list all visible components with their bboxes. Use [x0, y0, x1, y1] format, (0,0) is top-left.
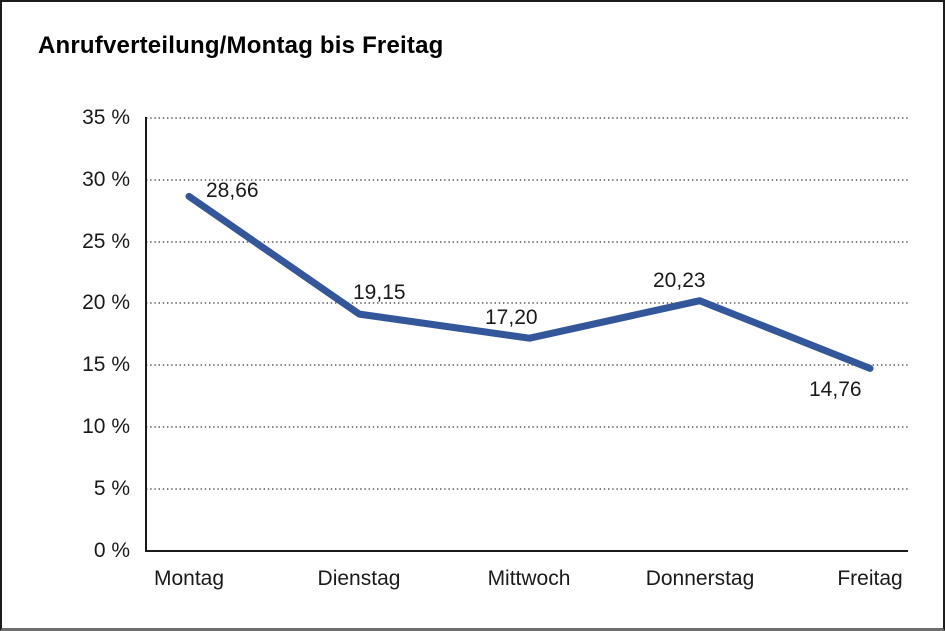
- chart-title: Anrufverteilung/Montag bis Freitag: [38, 32, 444, 59]
- y-tick-label: 5 %: [93, 477, 130, 500]
- data-label-freitag: 14,76: [809, 378, 862, 401]
- y-tick-label: 30 %: [82, 168, 130, 191]
- y-tick-label: 35 %: [82, 106, 130, 129]
- x-tick-label-freitag: Freitag: [837, 567, 903, 590]
- data-line: [185, 192, 874, 372]
- y-tick-label: 10 %: [82, 415, 130, 438]
- x-tick-label-dienstag: Dienstag: [317, 567, 401, 590]
- y-tick-label: 15 %: [82, 353, 130, 376]
- y-tick-label: 20 %: [82, 291, 130, 314]
- data-label-dienstag: 19,15: [353, 281, 406, 304]
- data-label-donnerstag: 20,23: [653, 269, 706, 292]
- x-tick-label-mittwoch: Mittwoch: [487, 567, 571, 590]
- gridlines: [146, 117, 908, 490]
- x-tick-label-donnerstag: Donnerstag: [645, 567, 755, 590]
- data-label-montag: 28,66: [206, 179, 259, 202]
- x-tick-label-montag: Montag: [153, 567, 225, 590]
- y-tick-label: 0 %: [93, 539, 130, 562]
- y-tick-label: 25 %: [82, 230, 130, 253]
- data-label-mittwoch: 17,20: [485, 306, 538, 329]
